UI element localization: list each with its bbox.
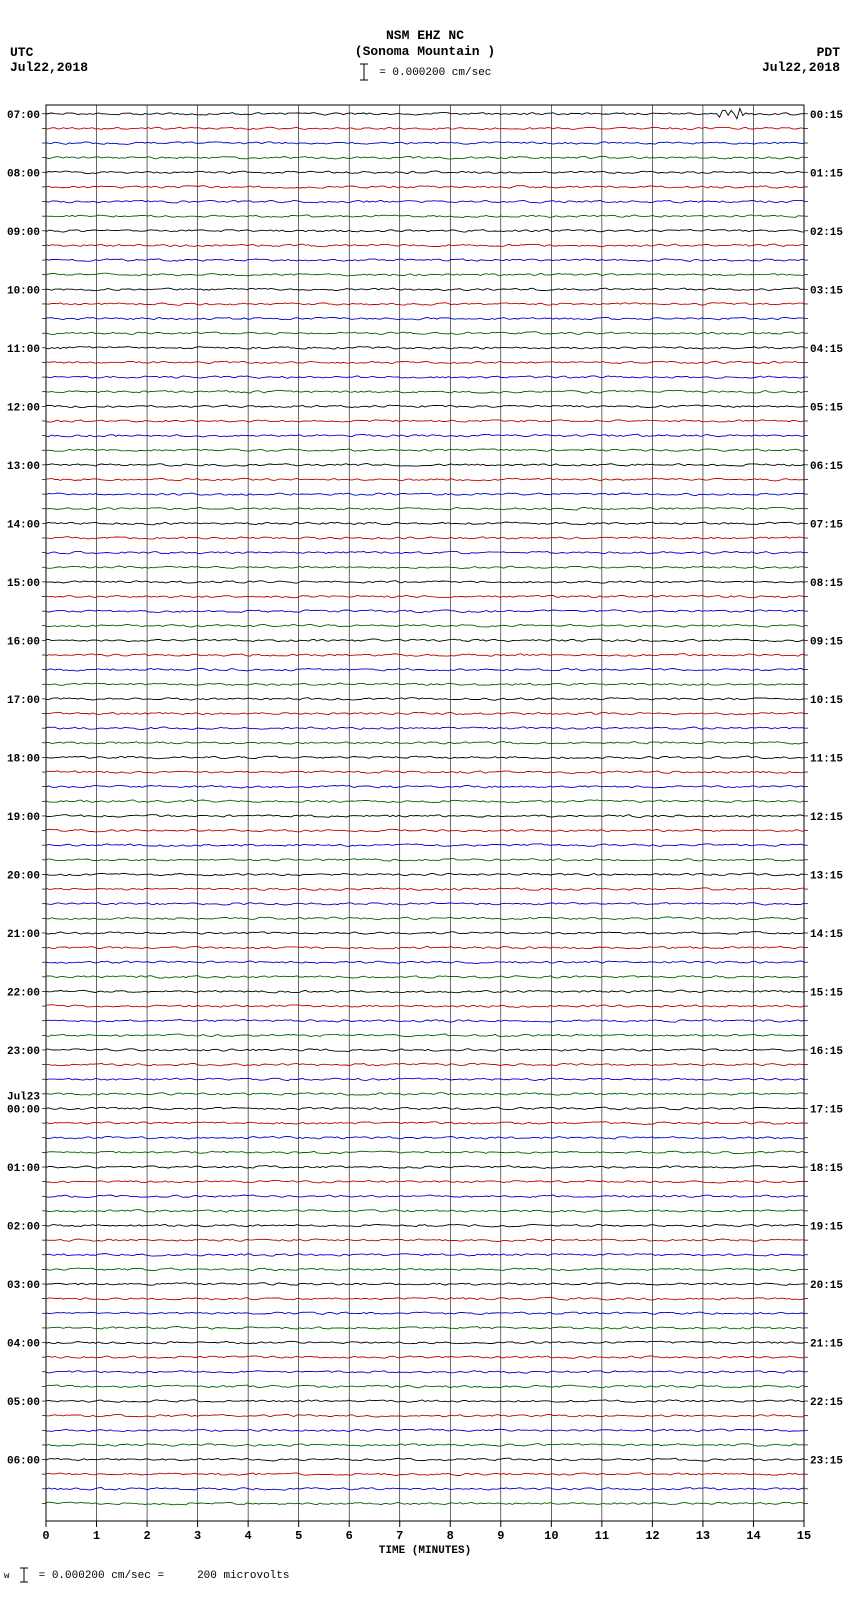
svg-text:08:15: 08:15	[810, 577, 843, 589]
svg-text:12:15: 12:15	[810, 811, 843, 823]
svg-text:10:00: 10:00	[7, 285, 40, 297]
scale-text: = 0.000200 cm/sec	[379, 67, 491, 79]
svg-text:2: 2	[143, 1529, 150, 1543]
svg-text:03:15: 03:15	[810, 285, 843, 297]
svg-text:17:00: 17:00	[7, 694, 40, 706]
svg-text:02:15: 02:15	[810, 226, 843, 238]
seismogram-svg: 0123456789101112131415TIME (MINUTES)07:0…	[0, 91, 850, 1561]
svg-text:09:00: 09:00	[7, 226, 40, 238]
utc-label: UTC	[10, 45, 33, 60]
svg-text:01:15: 01:15	[810, 168, 843, 180]
footer-text1: = 0.000200 cm/sec =	[39, 1570, 164, 1582]
svg-text:18:15: 18:15	[810, 1163, 843, 1175]
svg-text:9: 9	[497, 1529, 504, 1543]
svg-text:12: 12	[645, 1529, 659, 1543]
station-location: (Sonoma Mountain )	[0, 44, 850, 60]
svg-text:20:00: 20:00	[7, 870, 40, 882]
svg-text:18:00: 18:00	[7, 753, 40, 765]
svg-text:13:00: 13:00	[7, 460, 40, 472]
svg-text:23:00: 23:00	[7, 1045, 40, 1057]
svg-text:17:15: 17:15	[810, 1104, 843, 1116]
svg-text:03:00: 03:00	[7, 1280, 40, 1292]
svg-text:Jul23: Jul23	[7, 1091, 40, 1103]
svg-text:15:00: 15:00	[7, 577, 40, 589]
svg-text:1: 1	[93, 1529, 100, 1543]
svg-text:05:00: 05:00	[7, 1397, 40, 1409]
svg-text:TIME (MINUTES): TIME (MINUTES)	[379, 1545, 471, 1557]
svg-text:12:00: 12:00	[7, 402, 40, 414]
footer-text2: 200 microvolts	[197, 1570, 289, 1582]
scale-bar-icon	[359, 63, 369, 81]
svg-text:11:15: 11:15	[810, 753, 843, 765]
svg-text:21:15: 21:15	[810, 1338, 843, 1350]
pdt-label: PDT	[817, 45, 840, 60]
svg-text:07:00: 07:00	[7, 109, 40, 121]
svg-text:14: 14	[746, 1529, 760, 1543]
title-block: NSM EHZ NC (Sonoma Mountain ) = 0.000200…	[0, 0, 850, 81]
svg-text:10:15: 10:15	[810, 694, 843, 706]
svg-text:23:15: 23:15	[810, 1455, 843, 1467]
svg-text:06:00: 06:00	[7, 1455, 40, 1467]
footer-scale: w = 0.000200 cm/sec = 200 microvolts	[0, 1561, 850, 1591]
svg-text:09:15: 09:15	[810, 636, 843, 648]
svg-text:02:00: 02:00	[7, 1221, 40, 1233]
svg-text:21:00: 21:00	[7, 928, 40, 940]
svg-text:00:00: 00:00	[7, 1104, 40, 1116]
svg-text:06:15: 06:15	[810, 460, 843, 472]
svg-text:16:00: 16:00	[7, 636, 40, 648]
utc-date: Jul22,2018	[10, 60, 88, 75]
svg-text:20:15: 20:15	[810, 1280, 843, 1292]
svg-text:22:15: 22:15	[810, 1397, 843, 1409]
svg-text:13: 13	[696, 1529, 710, 1543]
header-right: PDT Jul22,2018	[762, 45, 840, 75]
svg-text:00:15: 00:15	[810, 109, 843, 121]
scale-line: = 0.000200 cm/sec	[0, 63, 850, 81]
svg-text:14:00: 14:00	[7, 519, 40, 531]
svg-text:11: 11	[595, 1529, 609, 1543]
header-left: UTC Jul22,2018	[10, 45, 88, 75]
svg-text:13:15: 13:15	[810, 870, 843, 882]
svg-text:08:00: 08:00	[7, 168, 40, 180]
svg-text:15:15: 15:15	[810, 987, 843, 999]
scale-bar-icon	[19, 1567, 29, 1583]
svg-text:3: 3	[194, 1529, 201, 1543]
svg-text:5: 5	[295, 1529, 302, 1543]
svg-text:19:15: 19:15	[810, 1221, 843, 1233]
svg-text:7: 7	[396, 1529, 403, 1543]
svg-text:15: 15	[797, 1529, 811, 1543]
svg-text:05:15: 05:15	[810, 402, 843, 414]
svg-text:4: 4	[245, 1529, 252, 1543]
station-title: NSM EHZ NC	[0, 28, 850, 44]
pdt-date: Jul22,2018	[762, 60, 840, 75]
svg-text:0: 0	[42, 1529, 49, 1543]
svg-text:07:15: 07:15	[810, 519, 843, 531]
svg-text:04:15: 04:15	[810, 343, 843, 355]
svg-text:8: 8	[447, 1529, 454, 1543]
svg-text:19:00: 19:00	[7, 811, 40, 823]
svg-text:04:00: 04:00	[7, 1338, 40, 1350]
svg-text:6: 6	[346, 1529, 353, 1543]
svg-text:16:15: 16:15	[810, 1045, 843, 1057]
svg-text:10: 10	[544, 1529, 558, 1543]
svg-text:14:15: 14:15	[810, 928, 843, 940]
svg-text:22:00: 22:00	[7, 987, 40, 999]
svg-text:01:00: 01:00	[7, 1163, 40, 1175]
seismogram-plot: 0123456789101112131415TIME (MINUTES)07:0…	[0, 91, 850, 1561]
svg-text:11:00: 11:00	[7, 343, 40, 355]
